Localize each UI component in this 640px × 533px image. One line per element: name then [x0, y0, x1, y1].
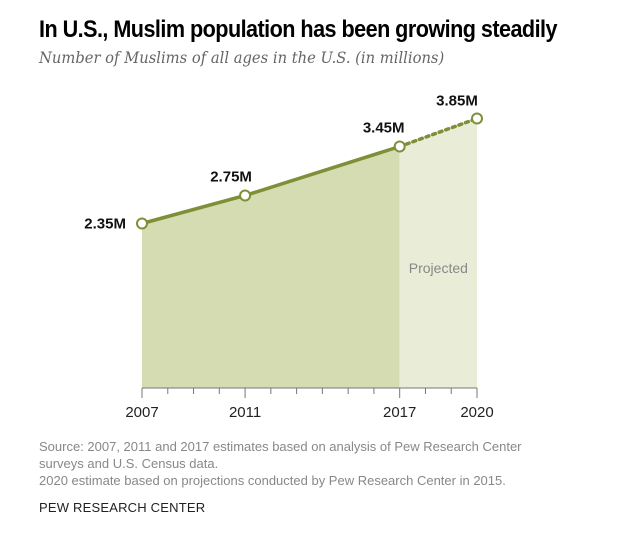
- area-projected: [399, 118, 477, 388]
- x-tick-label: 2007: [125, 404, 158, 421]
- data-point: [471, 112, 483, 125]
- source-line: Source: 2007, 2011 and 2017 estimates ba…: [39, 439, 522, 454]
- data-label: 3.45M: [363, 120, 405, 137]
- x-tick-label: 2020: [460, 404, 493, 421]
- source-note: Source: 2007, 2011 and 2017 estimates ba…: [39, 438, 629, 489]
- projected-label: Projected: [409, 260, 468, 276]
- data-point: [136, 217, 148, 230]
- data-label: 3.85M: [436, 93, 478, 110]
- x-tick-label: 2011: [229, 404, 261, 421]
- data-point: [239, 189, 252, 202]
- data-label: 2.35M: [84, 216, 126, 233]
- brand-label: PEW RESEARCH CENTER: [39, 500, 206, 515]
- data-label: 2.75M: [210, 169, 252, 186]
- area-actual: [142, 146, 400, 388]
- chart-subtitle: Number of Muslims of all ages in the U.S…: [39, 48, 445, 67]
- x-tick-label: 2017: [383, 404, 416, 421]
- chart-title: In U.S., Muslim population has been grow…: [39, 16, 558, 43]
- data-point: [393, 140, 406, 153]
- series-line-projected: [397, 116, 479, 149]
- source-line: 2020 estimate based on projections condu…: [39, 473, 506, 488]
- source-line: surveys and U.S. Census data.: [39, 456, 219, 471]
